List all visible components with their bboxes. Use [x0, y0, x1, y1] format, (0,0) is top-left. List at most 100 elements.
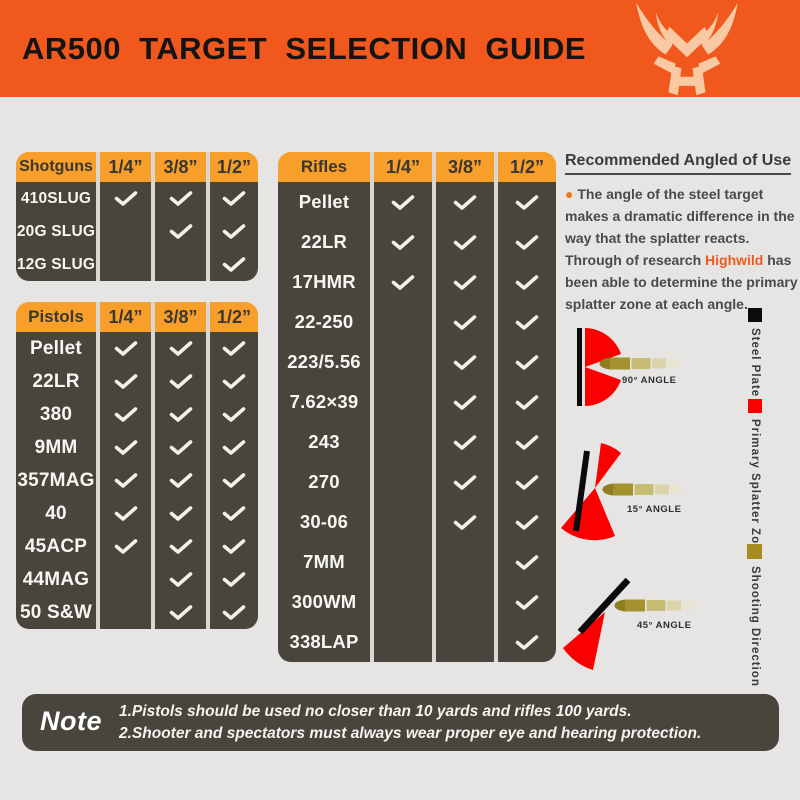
check-cell	[100, 464, 151, 497]
check-cell	[100, 431, 151, 464]
check-cell	[210, 497, 258, 530]
check-cell	[210, 398, 258, 431]
column-header: 1/2”	[210, 302, 258, 332]
check-cell	[100, 596, 151, 629]
row-label: 30-06	[278, 502, 370, 542]
check-icon	[222, 224, 246, 239]
check-cell	[100, 182, 151, 215]
check-cell	[100, 497, 151, 530]
check-cell	[100, 332, 151, 365]
note-text: 1.Pistols should be used no closer than …	[119, 701, 701, 744]
column-header: 1/2”	[210, 152, 258, 182]
row-label: 20G SLUG	[16, 215, 96, 248]
check-cell	[100, 365, 151, 398]
shotguns-table: Shotguns 1/4” 3/8” 1/2” 410SLUG 20G SLUG 12G S…	[16, 152, 258, 281]
check-icon	[515, 594, 539, 610]
check-icon	[169, 191, 192, 206]
check-cell	[436, 422, 494, 462]
check-cell	[210, 563, 258, 596]
angle-label: 45° ANGLE	[637, 620, 691, 631]
check-cell	[374, 382, 432, 422]
check-cell	[210, 215, 258, 248]
angle-label: 90° ANGLE	[622, 375, 676, 386]
row-label: 12G SLUG	[16, 248, 96, 281]
check-icon	[453, 514, 477, 530]
check-icon	[453, 394, 477, 410]
check-cell	[210, 596, 258, 629]
column-header: 3/8”	[436, 152, 494, 182]
check-icon	[391, 274, 415, 290]
legend-steel-plate-label: Steel Plate	[749, 328, 761, 398]
deer-antlers-logo-icon	[636, 2, 738, 96]
row-label: 7.62×39	[278, 382, 370, 422]
row-label: 50 S&W	[16, 596, 96, 629]
check-cell	[210, 464, 258, 497]
check-cell	[436, 622, 494, 662]
check-cell	[100, 215, 151, 248]
check-icon	[169, 440, 192, 455]
check-cell	[210, 365, 258, 398]
row-label: 338LAP	[278, 622, 370, 662]
check-cell	[374, 182, 432, 222]
check-cell	[498, 262, 556, 302]
check-cell	[436, 502, 494, 542]
check-icon	[169, 506, 192, 521]
splatter-zone-up	[595, 443, 621, 488]
check-cell	[436, 182, 494, 222]
check-icon	[114, 539, 137, 554]
note-line-1: 1.Pistols should be used no closer than …	[119, 703, 632, 720]
check-cell	[155, 530, 206, 563]
check-icon	[222, 572, 246, 587]
check-icon	[169, 224, 192, 239]
check-cell	[100, 530, 151, 563]
check-cell	[155, 497, 206, 530]
note-title: Note	[40, 706, 102, 736]
page-title: AR500 TARGET SELECTION GUIDE	[22, 30, 587, 66]
check-icon	[515, 234, 539, 250]
check-icon	[515, 274, 539, 290]
splatter-zone-up	[585, 328, 621, 367]
row-label: 380	[16, 398, 96, 431]
check-icon	[169, 572, 192, 587]
check-icon	[114, 506, 137, 521]
table-title: Rifles	[278, 152, 370, 182]
check-cell	[436, 582, 494, 622]
check-icon	[453, 234, 477, 250]
check-icon	[453, 354, 477, 370]
pistols-table: Pistols 1/4” 3/8” 1/2” Pellet 22LR 380 9MM 357MA…	[16, 302, 258, 629]
row-label: 40	[16, 497, 96, 530]
check-cell	[498, 462, 556, 502]
check-icon	[515, 314, 539, 330]
check-cell	[155, 182, 206, 215]
row-label: 243	[278, 422, 370, 462]
check-cell	[155, 365, 206, 398]
check-icon	[169, 341, 192, 356]
check-icon	[515, 474, 539, 490]
check-cell	[436, 262, 494, 302]
bullet-point-icon: ●	[565, 186, 574, 202]
column-header: 1/2”	[498, 152, 556, 182]
check-cell	[155, 464, 206, 497]
column-header: 1/4”	[374, 152, 432, 182]
steel-plate-bar	[577, 577, 631, 635]
check-icon	[515, 194, 539, 210]
table-title: Pistols	[16, 302, 96, 332]
check-icon	[222, 506, 246, 521]
check-icon	[169, 539, 192, 554]
check-icon	[453, 434, 477, 450]
check-icon	[453, 474, 477, 490]
check-icon	[169, 407, 192, 422]
brand-name: Highwild	[705, 252, 764, 268]
angle-45-diagram: 45° ANGLE	[563, 577, 694, 670]
check-icon	[222, 191, 246, 206]
check-icon	[114, 191, 137, 206]
check-cell	[498, 182, 556, 222]
check-icon	[391, 194, 415, 210]
row-label: Pellet	[16, 332, 96, 365]
check-icon	[222, 605, 246, 620]
check-cell	[374, 342, 432, 382]
check-icon	[169, 473, 192, 488]
row-label: 300WM	[278, 582, 370, 622]
header-banner: AR500 TARGET SELECTION GUIDE	[0, 0, 800, 97]
check-cell	[498, 382, 556, 422]
